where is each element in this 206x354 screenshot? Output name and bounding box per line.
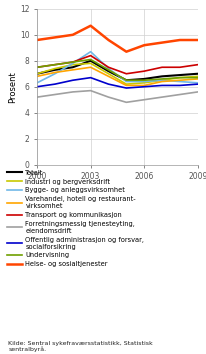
Legend: Totalt, Industri og bergverksdrift, Bygge- og anleggsvirksomhet, Varehandel, hot: Totalt, Industri og bergverksdrift, Bygg…	[7, 170, 144, 267]
Text: Kilde: Sentral sykefraværsstatistikk, Statistisk
sentralbyrå.: Kilde: Sentral sykefraværsstatistikk, St…	[8, 341, 153, 352]
Y-axis label: Prosent: Prosent	[8, 71, 17, 103]
